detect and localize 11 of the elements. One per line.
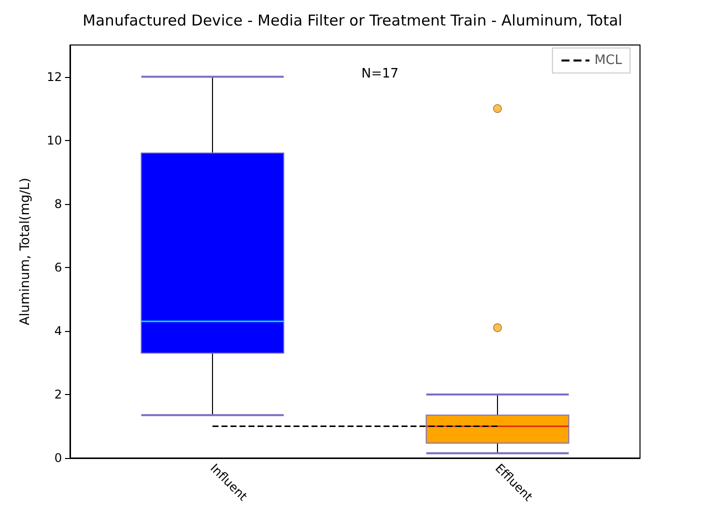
- chart-title: Manufactured Device - Media Filter or Treatment Train - Aluminum, Total: [82, 12, 622, 30]
- y-tick-label: 2: [54, 387, 62, 402]
- y-tick-label: 4: [54, 324, 62, 338]
- legend-label: MCL: [594, 53, 623, 68]
- annotation: N=17: [361, 66, 399, 82]
- y-axis-title: Aluminum, Total(mg/L): [18, 178, 33, 326]
- y-tick-label: 12: [46, 70, 62, 84]
- y-tick-label: 6: [54, 260, 62, 274]
- y-tick-label: 10: [46, 133, 62, 148]
- y-tick-label: 0: [54, 451, 62, 465]
- y-tick-label: 8: [54, 196, 62, 211]
